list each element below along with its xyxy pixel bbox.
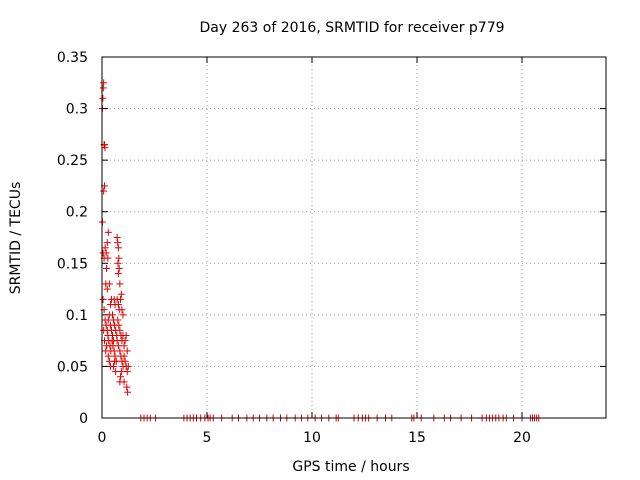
x-tick-label: 15 — [408, 430, 426, 446]
data-point — [103, 264, 111, 272]
data-point — [102, 249, 110, 257]
data-point — [114, 270, 122, 278]
y-tick-label: 0.05 — [57, 359, 88, 375]
data-point — [101, 244, 109, 252]
data-point — [124, 388, 132, 396]
data-point — [111, 301, 119, 309]
y-axis-label: SRMTID / TECUs — [8, 182, 24, 295]
data-point — [124, 362, 132, 370]
x-tick-label: 10 — [303, 430, 321, 446]
data-point — [104, 352, 112, 360]
data-point — [116, 295, 124, 303]
data-point — [116, 347, 124, 355]
y-tick-label: 0.25 — [57, 153, 88, 169]
data-point — [115, 321, 123, 329]
data-point — [117, 368, 125, 376]
y-tick-label: 0.3 — [66, 102, 88, 118]
data-point — [114, 316, 122, 324]
data-point — [123, 347, 131, 355]
data-point — [100, 187, 108, 195]
x-axis-label: GPS time / hours — [292, 459, 409, 475]
data-point — [100, 326, 108, 334]
y-tick-label: 0.1 — [66, 308, 88, 324]
data-point — [110, 337, 118, 345]
data-point — [115, 254, 123, 262]
data-point — [114, 259, 122, 267]
data-point — [122, 331, 130, 339]
plot-frame — [101, 56, 607, 419]
x-tick-label: 0 — [98, 430, 107, 446]
data-point — [101, 144, 109, 152]
data-point — [109, 331, 116, 339]
data-point — [118, 306, 126, 314]
data-point — [121, 357, 129, 365]
data-point — [114, 342, 122, 350]
data-point — [116, 326, 124, 334]
grid-lines — [102, 57, 606, 418]
y-tick-label: 0.2 — [66, 205, 88, 221]
data-point — [105, 357, 113, 365]
data-point — [106, 321, 114, 329]
data-point — [117, 290, 125, 298]
data-point — [99, 295, 107, 303]
data-point — [109, 311, 116, 319]
y-tick-label: 0.35 — [57, 50, 88, 66]
data-point — [114, 239, 122, 247]
data-point — [121, 337, 129, 345]
x-tick-label: 20 — [513, 430, 531, 446]
data-point — [99, 94, 107, 102]
data-point — [116, 280, 124, 288]
data-point — [123, 383, 131, 391]
data-point — [104, 254, 112, 262]
data-point — [113, 234, 121, 241]
data-point — [114, 244, 122, 252]
data-point — [123, 368, 131, 376]
axis-ticks: 0 0.05 0.1 0.15 0.2 0.25 0.3 0.35 0 5 10 15 20 — [57, 50, 606, 446]
data-point — [104, 228, 112, 236]
y-tick-label: 0 — [79, 411, 88, 427]
data-points — [98, 79, 543, 422]
data-point — [107, 326, 115, 334]
data-point — [106, 362, 114, 370]
data-point — [120, 352, 128, 360]
data-point — [105, 280, 113, 288]
data-point — [115, 264, 123, 272]
chart-title: Day 263 of 2016, SRMTID for receiver p77… — [199, 20, 504, 36]
data-point — [119, 311, 127, 319]
data-point — [116, 373, 124, 381]
x-tick-label: 5 — [203, 430, 212, 446]
data-point — [103, 239, 111, 247]
data-point — [100, 79, 108, 87]
data-point — [110, 295, 118, 303]
y-tick-label: 0.15 — [57, 256, 88, 272]
data-point — [120, 378, 128, 386]
data-point — [103, 285, 111, 293]
